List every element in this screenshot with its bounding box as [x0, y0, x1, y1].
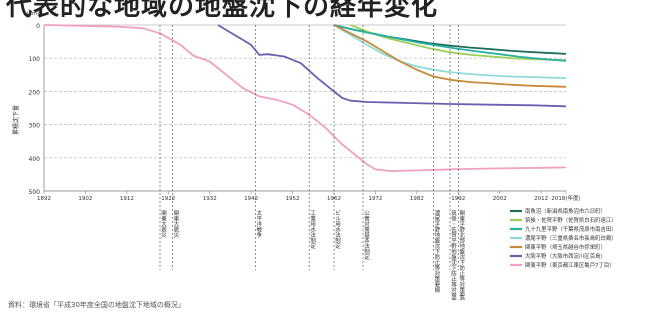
axes: 0 100 200 300 400 500 累積沈下量 (cm) 1892 1902 1912 192…: [12, 11, 581, 202]
event-label: 公害対策基本法制定: [363, 210, 370, 261]
x-tick-label: 1982: [410, 196, 424, 202]
x-tick-label: 1952: [286, 196, 300, 202]
y-axis-label: 累積沈下量: [12, 105, 20, 135]
legend-label-6: 大阪平野（大阪市西淀川区百島）: [525, 252, 606, 260]
x-tick-label: 1962: [327, 196, 341, 202]
x-tick-label: 1972: [368, 196, 382, 202]
event-label: 工業用水法制定: [309, 210, 316, 250]
series-line-7: [43, 24, 567, 173]
event-label: 濃尾平野地盤沈下防止等対策要綱: [433, 209, 440, 294]
x-tick-label: 2012: [534, 196, 548, 202]
legend-label-4: 濃尾平野（三重県桑名市長島町白鶏）: [525, 234, 617, 242]
x-tick-label: 1942: [244, 196, 258, 202]
series-lines: [43, 24, 567, 173]
x-tick-label: 1992: [451, 196, 465, 202]
x-tick-label: 1902: [78, 196, 92, 202]
legend-label-5: 関東平野（埼玉県越谷市弥栄町）: [525, 243, 606, 251]
event-label: 関東大震災: [172, 210, 179, 238]
source-note: 資料：環境省「平成30年度全国の地盤沈下地域の概況」: [8, 301, 185, 309]
legend-label-2: 筑後・佐賀平野（佐賀県白石町遠江）: [525, 216, 617, 224]
x-tick-label: 1922: [161, 196, 175, 202]
subsidence-line-chart: 0 100 200 300 400 500 累積沈下量 (cm) 1892 1902 1912 192…: [12, 11, 617, 300]
y-tick-label: 100: [29, 56, 41, 63]
legend-label-1: 南魚沼（新潟県南魚沼市六日町）: [525, 207, 606, 215]
event-label: 太平洋戦争: [255, 209, 262, 239]
x-tick-label: 2002: [493, 196, 507, 202]
y-axis-unit: (cm): [27, 11, 40, 17]
grid: [44, 24, 566, 192]
series-line-5: [333, 24, 567, 88]
event-label: ビル用水法制定: [334, 209, 341, 250]
y-tick-label: 400: [29, 156, 41, 163]
event-label: 関東大震災: [160, 210, 167, 238]
y-tick-label: 0: [36, 23, 40, 30]
y-tick-label: 200: [29, 89, 41, 96]
series-line-3: [333, 24, 567, 62]
legend-label-7: 関東平野（東京都江東区亀戸7丁目）: [525, 261, 615, 269]
page-title: 代表的な地域の地盤沈下の経年変化: [6, 0, 439, 22]
x-tick-label: 1892: [37, 196, 51, 202]
y-tick-label: 500: [29, 189, 41, 196]
x-tick-label: 1912: [120, 196, 134, 202]
event-label: 筑後・佐賀平野地盤沈下防止等対策要綱: [450, 209, 457, 300]
event-label: 関東平野北部地盤沈下防止等対策要綱: [458, 210, 465, 300]
x-tick-label: 1932: [203, 196, 217, 202]
x-tick-label: 2018(年度): [551, 194, 580, 202]
series-line-6: [217, 24, 567, 108]
event-annotations: 関東大震災 関東大震災 太平洋戦争 工業用水法制定 ビル用水法制定 公害対策基本法制定 濃尾…: [159, 25, 465, 300]
y-tick-label: 300: [29, 123, 41, 130]
legend: 南魚沼（新潟県南魚沼市六日町）筑後・佐賀平野（佐賀県白石町遠江）九十九里平野（千…: [510, 207, 617, 269]
legend-label-3: 九十九里平野（千葉県茂原市南吉田）: [525, 225, 617, 233]
